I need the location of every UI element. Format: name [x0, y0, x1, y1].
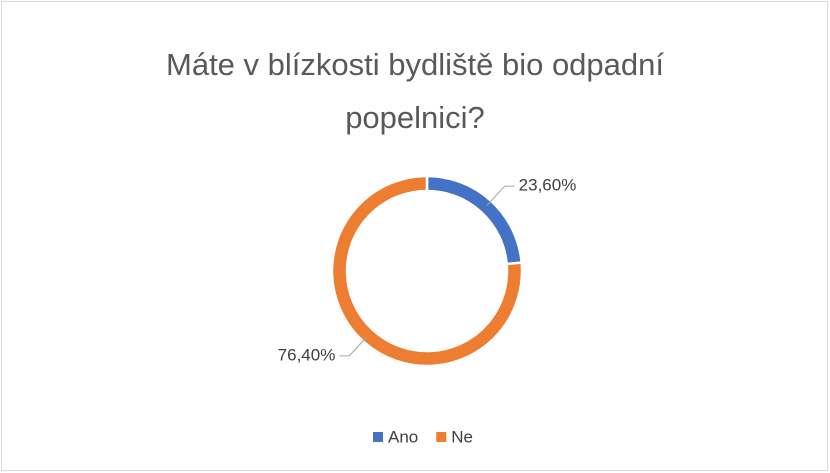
- legend-swatch: [373, 432, 383, 442]
- donut-segment: [330, 174, 524, 368]
- leader-line: [339, 336, 368, 357]
- data-label: 76,40%: [278, 345, 336, 364]
- chart-title: Máte v blízkosti bydliště bio odpadní po…: [166, 47, 664, 135]
- legend-swatch: [436, 432, 447, 442]
- data-label: 23,60%: [519, 176, 577, 195]
- legend-label: Ano: [388, 427, 418, 446]
- leader-line: [486, 185, 515, 206]
- legend-label: Ne: [451, 427, 473, 446]
